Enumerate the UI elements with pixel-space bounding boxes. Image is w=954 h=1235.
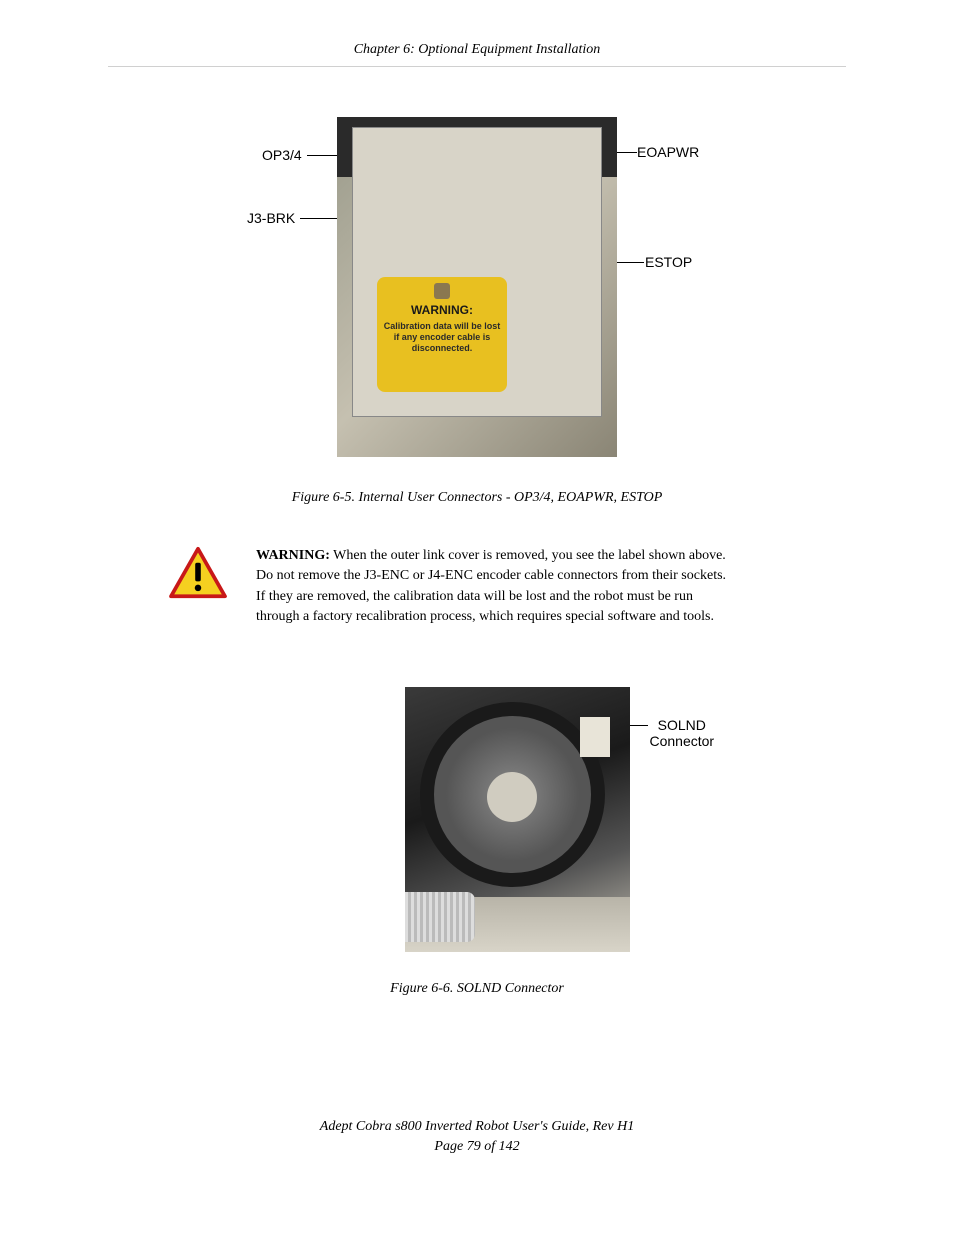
- warning-tag: WARNING: Calibration data will be lost i…: [377, 277, 507, 392]
- figure-1-caption: Figure 6-5. Internal User Connectors - O…: [108, 490, 846, 506]
- photo2-ribbon: [405, 892, 475, 942]
- warning-tag-bolt: [434, 283, 450, 299]
- warning-icon: [168, 546, 228, 600]
- figure-2-photo: [405, 687, 630, 952]
- figure-1-box: OP3/4 J3-BRK EOAPWR ESTOP WARNING: Calib…: [337, 117, 617, 457]
- figure-2-container: SOLND Connector Figure 6-6. SOLND Connec…: [108, 687, 846, 997]
- footer-page-number: Page 79 of 142: [108, 1137, 846, 1157]
- warning-block: WARNING: When the outer link cover is re…: [168, 546, 728, 627]
- annotation-eoapwr: EOAPWR: [637, 144, 699, 160]
- figure-2-box: SOLND Connector: [405, 687, 630, 952]
- warning-tag-text: Calibration data will be lost if any enc…: [383, 321, 501, 353]
- photo2-connector: [580, 717, 610, 757]
- page-footer: Adept Cobra s800 Inverted Robot User's G…: [108, 1117, 846, 1156]
- photo2-center: [487, 772, 537, 822]
- figure-2-caption: Figure 6-6. SOLND Connector: [108, 981, 846, 997]
- annotation-j3brk: J3-BRK: [247, 210, 295, 226]
- annotation-estop: ESTOP: [645, 254, 692, 270]
- figure-1-container: OP3/4 J3-BRK EOAPWR ESTOP WARNING: Calib…: [108, 117, 846, 506]
- warning-paragraph: WARNING: When the outer link cover is re…: [256, 546, 728, 627]
- page-header: Chapter 6: Optional Equipment Installati…: [108, 42, 846, 67]
- footer-doc-title: Adept Cobra s800 Inverted Robot User's G…: [108, 1117, 846, 1137]
- warning-label: WARNING:: [256, 548, 330, 563]
- warning-tag-title: WARNING:: [383, 303, 501, 317]
- figure-1-photo: WARNING: Calibration data will be lost i…: [337, 117, 617, 457]
- annotation-solnd: SOLND Connector: [650, 717, 715, 749]
- chapter-title: Chapter 6: Optional Equipment Installati…: [354, 42, 601, 57]
- annotation-op34: OP3/4: [262, 147, 302, 163]
